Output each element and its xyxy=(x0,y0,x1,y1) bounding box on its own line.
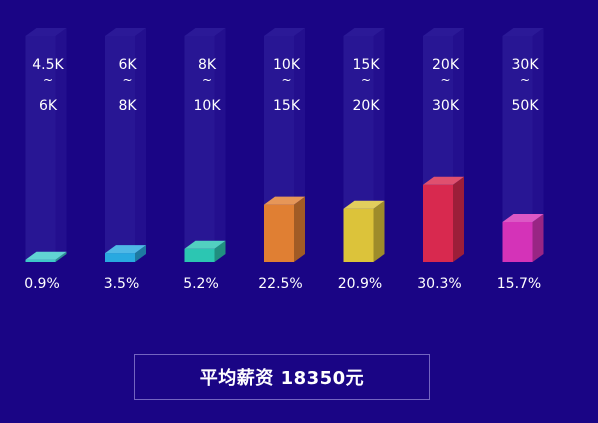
value-label: 3.5% xyxy=(104,276,140,292)
column-track-top xyxy=(105,28,146,36)
bar-top xyxy=(502,213,544,222)
category-label: ~ xyxy=(43,73,53,87)
category-label: 10K xyxy=(273,57,301,73)
bar-side xyxy=(532,213,544,262)
bar-top xyxy=(264,196,305,205)
bar xyxy=(343,208,374,262)
bar-side xyxy=(55,251,67,262)
salary-bar-chart: 4.5K~6K0.9%6K~8K3.5%8K~10K5.2%10K~15K22.… xyxy=(24,28,544,292)
bar xyxy=(25,259,56,262)
bar-top xyxy=(343,200,385,209)
bar-side xyxy=(294,196,305,262)
category-label: 20K xyxy=(353,98,381,114)
value-label: 30.3% xyxy=(417,276,461,292)
category-label: 6K xyxy=(39,98,58,114)
column-track-side xyxy=(214,28,226,262)
bar-side xyxy=(214,240,226,262)
category-label: 50K xyxy=(512,98,540,114)
category-label: 20K xyxy=(432,57,460,73)
category-label: 15K xyxy=(273,98,301,114)
column-track-top xyxy=(423,28,464,36)
bar xyxy=(184,248,215,262)
category-label: ~ xyxy=(202,73,212,87)
column-track-top xyxy=(343,28,385,36)
bar xyxy=(264,204,294,262)
value-label: 0.9% xyxy=(24,276,60,292)
bar-top xyxy=(105,245,146,254)
category-label: ~ xyxy=(281,73,291,87)
bar-side xyxy=(373,200,385,262)
value-label: 5.2% xyxy=(183,276,219,292)
bar xyxy=(105,253,135,262)
bar xyxy=(423,184,453,262)
column-track-top xyxy=(264,28,305,36)
category-label: 6K xyxy=(118,57,137,73)
category-label: 10K xyxy=(194,98,222,114)
value-label: 15.7% xyxy=(497,276,541,292)
category-label: 4.5K xyxy=(32,57,64,73)
category-label: 30K xyxy=(512,57,540,73)
value-label: 22.5% xyxy=(258,276,302,292)
average-salary-box: 平均薪资 18350元 xyxy=(134,354,430,400)
column-track xyxy=(184,36,215,262)
category-label: 8K xyxy=(118,98,137,114)
column-track-side xyxy=(135,28,146,262)
bar-side xyxy=(135,245,146,262)
column-track-top xyxy=(25,28,67,36)
category-label: 8K xyxy=(198,57,217,73)
column-track-top xyxy=(184,28,226,36)
bar-top xyxy=(25,251,67,260)
category-label: ~ xyxy=(520,73,530,87)
column-track-top xyxy=(502,28,544,36)
column-track xyxy=(105,36,135,262)
category-label: ~ xyxy=(440,73,450,87)
category-label: ~ xyxy=(361,73,371,87)
average-salary-text: 平均薪资 18350元 xyxy=(199,368,365,389)
bar-side xyxy=(453,176,464,262)
bar xyxy=(502,221,533,262)
column-track xyxy=(25,36,56,262)
bar-top xyxy=(184,240,226,249)
category-label: 30K xyxy=(432,98,460,114)
value-label: 20.9% xyxy=(338,276,382,292)
column-track-side xyxy=(532,28,544,262)
bar-top xyxy=(423,176,464,185)
category-label: ~ xyxy=(122,73,132,87)
category-label: 15K xyxy=(353,57,381,73)
column-track-side xyxy=(55,28,67,262)
